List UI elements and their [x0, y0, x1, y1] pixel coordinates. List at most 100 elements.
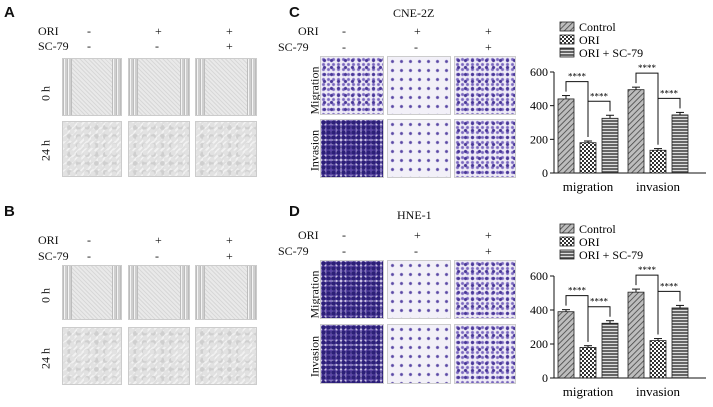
- transwell-image-c-ori-invasion: [387, 119, 451, 178]
- wound-image-a-control-24h: [62, 121, 122, 177]
- chart-c-legend-swatch-2: [559, 47, 575, 58]
- cond-d-sc79-1: -: [342, 244, 346, 258]
- chart-c-legend-label-2: ORI + SC-79: [579, 46, 643, 60]
- transwell-image-d-ori-invasion: [387, 324, 451, 384]
- transwell-image-c-control-invasion: [320, 119, 384, 178]
- chart-c-sig-bracket-1-b: [657, 97, 681, 145]
- panel-label-d: D: [289, 203, 300, 220]
- chart-c-ytick-label-0: 0: [542, 166, 548, 180]
- cond-d-ori-3: +: [485, 228, 492, 242]
- chart-d-ytick-label-0: 0: [542, 371, 548, 385]
- cond-d-sc79-3: +: [485, 244, 492, 258]
- cond-d-ori-2: +: [414, 228, 421, 242]
- cond-a-sc79-3: +: [226, 39, 233, 53]
- time-label-0h-a: 0 h: [38, 86, 53, 101]
- chart-d-sig-label-1-a: ****: [638, 265, 657, 275]
- chart-d-legend-swatch-2: [559, 249, 575, 260]
- chart-d-bar-migration-1: [579, 346, 597, 379]
- chart-d-xlabel-invasion: invasion: [636, 384, 681, 399]
- transwell-image-c-combo-invasion: [454, 119, 516, 178]
- chart-d-legend-label-1: ORI: [579, 235, 600, 249]
- chart-d-ytick-label-2: 400: [530, 303, 548, 317]
- cond-c-ori-3: +: [485, 24, 492, 38]
- wound-image-a-ori-0h: [128, 58, 190, 116]
- time-label-24h-a: 24 h: [38, 140, 53, 161]
- cond-b-sc79-1: -: [87, 249, 91, 263]
- chart-c-legend-swatch-0: [559, 21, 575, 32]
- wound-image-a-combo-24h: [195, 121, 257, 177]
- cond-c-ori-1: -: [342, 24, 346, 38]
- chart-d-sig-label-1-b: ****: [660, 281, 679, 291]
- time-label-24h-b: 24 h: [38, 348, 53, 369]
- chart-d-sig-label-0-a: ****: [568, 286, 587, 296]
- wound-image-b-control-24h: [62, 327, 122, 385]
- chart-d-bar-invasion-1: [649, 340, 667, 379]
- cond-d-ori-1: -: [342, 228, 346, 242]
- cond-c-sc79-1: -: [342, 40, 346, 54]
- transwell-image-d-combo-migration: [454, 260, 516, 319]
- chart-c-bar-migration-1: [579, 142, 597, 174]
- cell-line-d: HNE-1: [397, 208, 432, 222]
- wound-image-b-combo-0h: [195, 265, 257, 320]
- cell-line-c: CNE-2Z: [393, 6, 435, 20]
- chart-d-legend-label-2: ORI + SC-79: [579, 248, 643, 262]
- chart-c-sig-label-0-b: ****: [590, 91, 609, 101]
- chart-c-legend-swatch-1: [559, 34, 575, 45]
- ori-row-label-c: ORI: [298, 24, 319, 38]
- cond-c-sc79-2: -: [414, 40, 418, 54]
- chart-c-ytick-label-2: 400: [530, 99, 548, 113]
- transwell-image-c-combo-migration: [454, 56, 516, 115]
- cond-a-sc79-1: -: [87, 39, 91, 53]
- cond-a-ori-3: +: [226, 24, 233, 38]
- ori-row-label: ORI: [38, 24, 59, 38]
- chart-c-ytick-label-1: 200: [530, 132, 548, 146]
- chart-d-bar-invasion-0: [627, 291, 645, 379]
- cond-a-ori-1: -: [87, 24, 91, 38]
- wound-image-a-control-0h: [62, 58, 122, 116]
- chart-c-xlabel-migration: migration: [563, 179, 614, 194]
- chart-c-sig-bracket-0-b: [587, 100, 611, 138]
- chart-d-legend-swatch-0: [559, 223, 575, 234]
- chart-d-bar-migration-2: [601, 322, 619, 379]
- chart-d-bar-migration-0: [557, 311, 575, 379]
- cond-d-sc79-2: -: [414, 244, 418, 258]
- cond-b-ori-3: +: [226, 233, 233, 247]
- cond-b-sc79-2: -: [155, 249, 159, 263]
- transwell-image-c-ori-migration: [387, 56, 451, 115]
- wound-image-b-ori-0h: [128, 265, 190, 320]
- chart-d-legend-label-0: Control: [579, 222, 616, 236]
- sc79-row-label: SC-79: [38, 39, 69, 53]
- cond-c-ori-2: +: [414, 24, 421, 38]
- chart-d-bar-invasion-2: [671, 307, 689, 379]
- chart-c-bar-invasion-0: [627, 89, 645, 174]
- transwell-image-d-combo-invasion: [454, 324, 516, 384]
- chart-d-sig-bracket-1-b: [657, 290, 681, 335]
- cond-a-sc79-2: -: [155, 39, 159, 53]
- chart-d-xlabel-migration: migration: [563, 384, 614, 399]
- chart-c-bar-migration-2: [601, 117, 619, 174]
- chart-c-bar-invasion-2: [671, 114, 689, 174]
- chart-d-ytick-label-3: 600: [530, 269, 548, 283]
- chart-c-legend-label-1: ORI: [579, 33, 600, 47]
- ori-row-label-d: ORI: [298, 228, 319, 242]
- chart-c-sig-label-0-a: ****: [568, 72, 587, 82]
- cond-a-ori-2: +: [155, 24, 162, 38]
- cond-b-sc79-3: +: [226, 249, 233, 263]
- wound-image-a-combo-0h: [195, 58, 257, 116]
- sc79-row-label-d: SC-79: [278, 244, 309, 258]
- wound-image-b-combo-24h: [195, 327, 257, 385]
- chart-d-legend-swatch-1: [559, 236, 575, 247]
- chart-d-sig-bracket-0-b: [587, 306, 611, 342]
- chart-c-sig-label-1-a: ****: [638, 63, 657, 73]
- panel-label-c: C: [289, 4, 300, 21]
- wound-image-a-ori-24h: [128, 121, 190, 177]
- chart-d-sig-label-0-b: ****: [590, 297, 609, 307]
- transwell-image-d-ori-migration: [387, 260, 451, 319]
- panel-label-b: B: [4, 203, 15, 220]
- chart-d-ytick-label-1: 200: [530, 337, 548, 351]
- cond-b-ori-2: +: [155, 233, 162, 247]
- chart-c-bar-migration-0: [557, 98, 575, 174]
- time-label-0h-b: 0 h: [38, 288, 53, 303]
